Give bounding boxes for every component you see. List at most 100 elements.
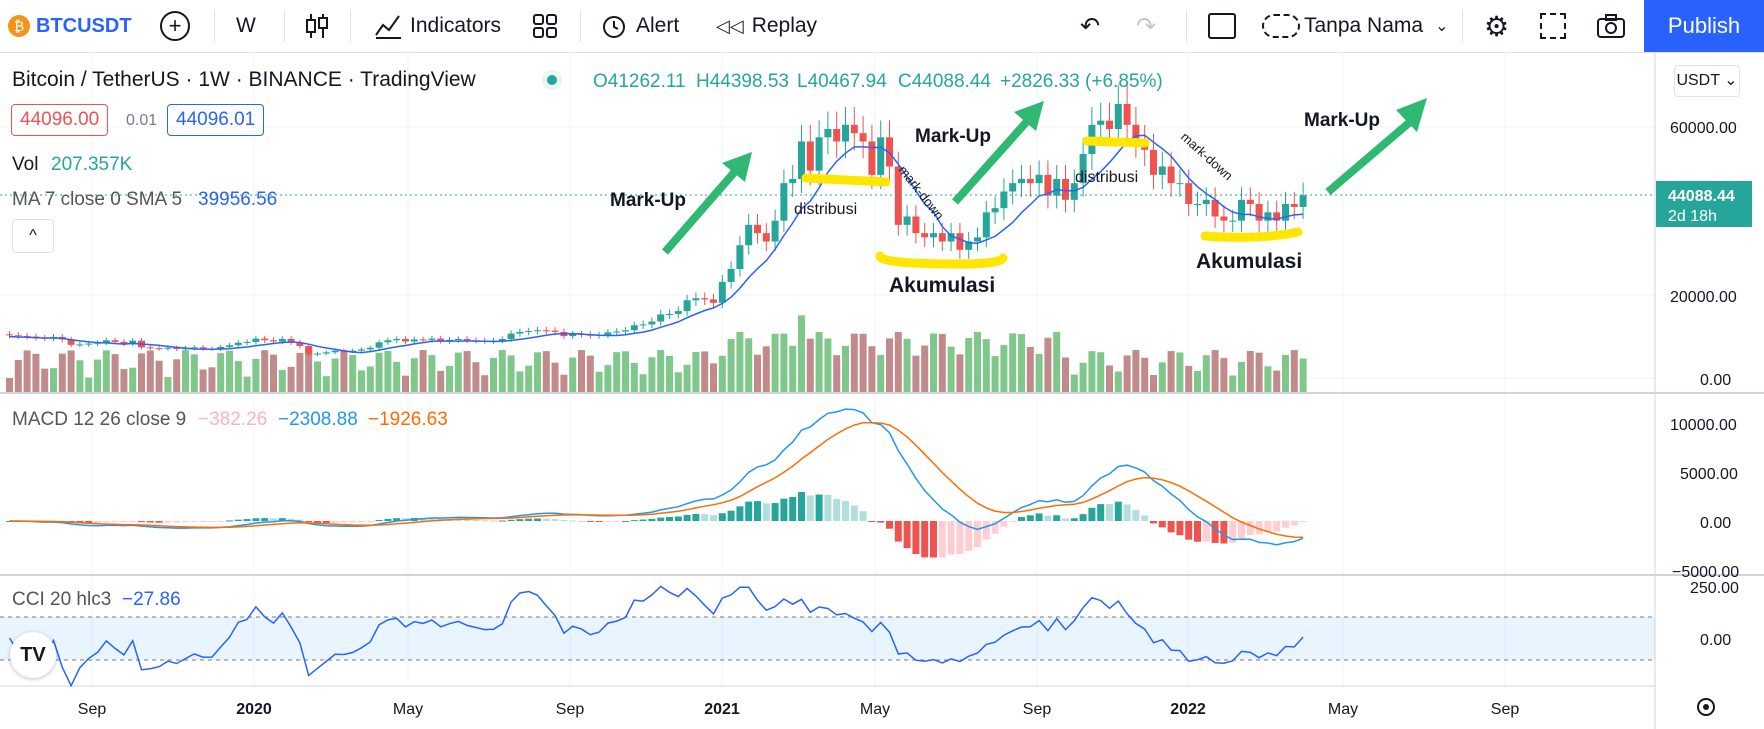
markup-label-3[interactable]: Mark-Up [1304, 110, 1380, 131]
candle-body [613, 331, 621, 333]
candle-body [745, 224, 753, 246]
macd-hist-bar [1009, 521, 1017, 522]
interval-label: W [236, 14, 256, 37]
candle-body [657, 314, 665, 322]
akumulasi-label-1[interactable]: Akumulasi [889, 274, 995, 297]
candle-body [67, 339, 75, 345]
settings-button[interactable]: ⚙ [1484, 0, 1509, 52]
volume-bar [824, 338, 832, 392]
volume-bar [586, 355, 594, 392]
volume-bar [630, 362, 638, 392]
chart-type-button[interactable] [304, 0, 330, 52]
candle-body [1299, 195, 1307, 207]
akumulasi-highlight-1[interactable] [875, 251, 1008, 269]
distribusi-highlight-2[interactable] [1082, 136, 1150, 148]
candle-body [102, 340, 110, 343]
macd-tick: 10000.00 [1670, 417, 1737, 434]
volume-bar [1053, 332, 1061, 392]
macd-hist-bar [164, 521, 172, 523]
candle-body [14, 335, 22, 337]
time-axis-label: 2022 [1170, 701, 1206, 718]
macd-hist-bar [1106, 504, 1113, 521]
macd-hist-bar [824, 494, 832, 521]
layout-name-button[interactable]: Tanpa Nama ⌄ [1262, 0, 1448, 52]
macd-hist-bar [182, 521, 189, 523]
macd-hist-bar [912, 521, 920, 555]
publish-button[interactable]: Publish [1644, 0, 1764, 52]
distribusi-label-1[interactable]: distribusi [794, 201, 857, 218]
fullscreen-button[interactable] [1540, 0, 1566, 52]
candle-body [903, 216, 911, 225]
macd-hist-bar [155, 521, 163, 523]
candle-body [349, 350, 357, 352]
markup-arrow-3[interactable] [1325, 98, 1427, 196]
spread-value: 0.01 [126, 112, 158, 129]
volume-bar [1176, 352, 1184, 392]
macd-tick: −5000.00 [1672, 564, 1739, 581]
replay-label: Replay [751, 14, 818, 37]
sell-button[interactable]: 44096.00 [11, 104, 109, 136]
chart-settings-button[interactable] [1697, 698, 1715, 716]
candle-body [85, 343, 93, 345]
layout-name-label: Tanpa Nama [1304, 14, 1424, 37]
markdown-label-1[interactable]: mark-down [896, 163, 947, 223]
macd-hist-bar [375, 520, 383, 522]
markup-arrow-1[interactable] [661, 152, 752, 255]
cci-label: CCI 20 hlc3 [12, 589, 112, 610]
akumulasi-label-2[interactable]: Akumulasi [1196, 250, 1302, 273]
macd-hist-bar [490, 520, 497, 522]
distribusi-label-2[interactable]: distribusi [1075, 169, 1138, 186]
currency-selector[interactable]: USDT ⌄ [1674, 65, 1740, 97]
markup-label-1[interactable]: Mark-Up [610, 190, 686, 211]
cci-line [8, 585, 1304, 688]
tradingview-logo[interactable]: TV [10, 632, 56, 678]
volume-bar [296, 352, 304, 392]
candle-body [1255, 204, 1263, 221]
snapshot-button[interactable] [1596, 0, 1626, 52]
time-axis-label: Sep [1023, 701, 1052, 718]
ohlc-open: O41262.11 [593, 71, 686, 92]
replay-button[interactable]: ◁◁ Replay [716, 0, 817, 52]
interval-button[interactable]: W [236, 0, 256, 52]
macd-hist-bar [947, 521, 955, 555]
alert-button[interactable]: Alert [600, 0, 679, 52]
compare-button[interactable]: + [160, 0, 190, 52]
tv-logo-icon: TV [20, 643, 46, 666]
fullscreen-layout-button[interactable] [1208, 0, 1236, 52]
macd-hist-bar [278, 518, 286, 521]
time-axis[interactable]: Sep 2020 May Sep 2021 May Sep 2022 May Sep [78, 701, 1520, 718]
macd-hist-bar [349, 521, 357, 523]
collapse-legend-button[interactable]: ^ [12, 219, 54, 253]
markup-label-2[interactable]: Mark-Up [915, 126, 991, 147]
market-status-icon[interactable] [542, 70, 562, 90]
volume-bar [58, 353, 66, 392]
macd-hist-bar [727, 510, 735, 521]
buy-button[interactable]: 44096.01 [167, 104, 265, 136]
chart-title: Bitcoin / TetherUS · 1W · BINANCE · Trad… [12, 68, 476, 91]
indicators-button[interactable]: Indicators [374, 0, 501, 52]
volume-bar [604, 365, 612, 392]
akumulasi-highlight-2[interactable] [1200, 227, 1303, 242]
redo-button[interactable]: ↷ [1136, 0, 1156, 52]
distribusi-highlight-1[interactable] [801, 173, 891, 187]
markup-arrow-2[interactable] [952, 101, 1044, 205]
candle-body [437, 338, 445, 342]
macd-hist-bar [454, 519, 462, 521]
macd-hist-bar [173, 521, 181, 523]
chart-canvas[interactable]: Mark-Up Mark-Up Mark-Up distribusi distr… [0, 53, 1764, 729]
macd-hist-bar [419, 518, 427, 521]
volume-bar [1070, 374, 1078, 392]
candle-body [833, 129, 841, 142]
volume-bar [1132, 350, 1140, 392]
macd-hist-bar [366, 521, 374, 522]
candle-body [199, 347, 207, 349]
templates-button[interactable] [532, 0, 558, 52]
volume-bar [428, 355, 436, 392]
volume-bar [85, 377, 93, 392]
undo-button[interactable]: ↶ [1080, 0, 1100, 52]
macd-hist-bar [877, 521, 885, 523]
volume-bar [1202, 355, 1210, 392]
symbol-search[interactable]: ₿ BTCUSDT [8, 0, 132, 52]
rewind-icon: ◁◁ [716, 15, 744, 36]
volume-bar [745, 338, 753, 392]
